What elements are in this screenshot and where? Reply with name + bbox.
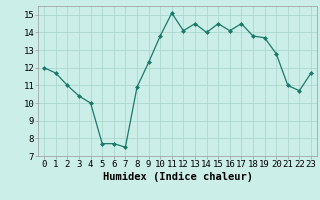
X-axis label: Humidex (Indice chaleur): Humidex (Indice chaleur) [103, 172, 252, 182]
